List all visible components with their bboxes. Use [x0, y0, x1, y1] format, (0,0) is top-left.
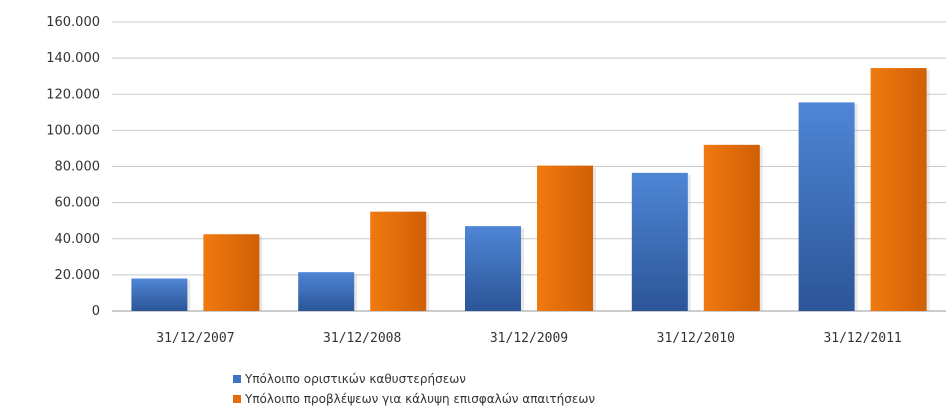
- y-tick-label: 0: [92, 304, 100, 319]
- y-tick-label: 120.000: [46, 87, 100, 102]
- bar-series-1: [298, 272, 355, 311]
- x-tick-label: 31/12/2007: [156, 331, 234, 346]
- x-tick-label: 31/12/2011: [823, 331, 901, 346]
- x-tick-label: 31/12/2010: [657, 331, 735, 346]
- legend-swatch-series-1: [233, 375, 241, 383]
- bar-series-2: [703, 144, 760, 311]
- bar-series-1: [131, 278, 188, 311]
- x-tick-label: 31/12/2009: [490, 331, 568, 346]
- bar-series-1: [631, 172, 688, 311]
- bar-series-2: [203, 234, 260, 311]
- legend-label-series-2: Υπόλοιπο προβλέψεων για κάλυψη επισφαλών…: [245, 392, 596, 406]
- y-tick-label: 20.000: [55, 268, 101, 283]
- legend-label-series-1: Υπόλοιπο οριστικών καθυστερήσεων: [245, 372, 466, 386]
- legend-item-series-2: Υπόλοιπο προβλέψεων για κάλυψη επισφαλών…: [233, 389, 595, 409]
- y-tick-label: 160.000: [46, 15, 100, 30]
- bars: [131, 68, 930, 311]
- bar-series-2: [537, 165, 593, 311]
- x-tick-label: 31/12/2008: [323, 331, 401, 346]
- y-tick-label: 140.000: [46, 51, 100, 66]
- legend-swatch-series-2: [233, 395, 241, 403]
- bar-series-1: [465, 226, 521, 311]
- bar-series-1: [798, 102, 855, 311]
- y-tick-label: 80.000: [55, 160, 101, 175]
- bar-series-2: [370, 211, 427, 311]
- axes: 0 20.000 40.000 60.000 80.000 100.000 120.000 1…: [46, 15, 902, 346]
- legend: Υπόλοιπο οριστικών καθυστερήσεων Υπόλοιπ…: [233, 369, 595, 409]
- y-tick-label: 60.000: [55, 196, 101, 211]
- y-tick-label: 100.000: [46, 123, 100, 138]
- legend-item-series-1: Υπόλοιπο οριστικών καθυστερήσεων: [233, 369, 595, 389]
- y-tick-label: 40.000: [55, 232, 101, 247]
- bar-series-2: [870, 68, 927, 311]
